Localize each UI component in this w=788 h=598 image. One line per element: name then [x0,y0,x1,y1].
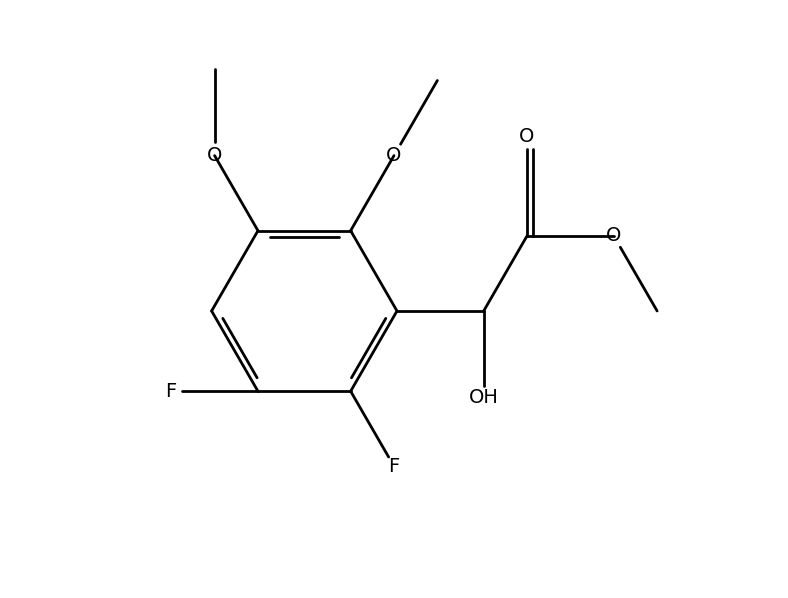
Text: O: O [519,127,535,145]
Text: OH: OH [469,388,499,407]
Text: F: F [388,457,400,476]
Text: O: O [207,146,222,165]
Text: O: O [606,227,622,245]
Text: O: O [386,146,402,165]
Text: F: F [165,382,177,401]
